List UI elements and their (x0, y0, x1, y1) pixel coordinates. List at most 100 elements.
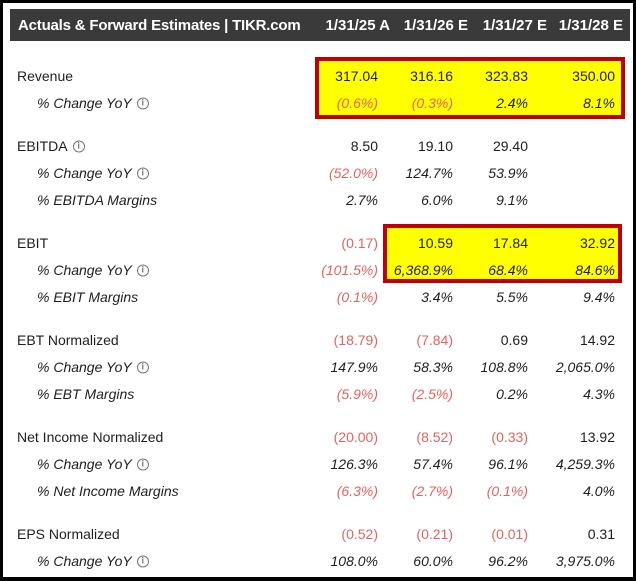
value-cell: 8.1% (583, 94, 615, 111)
info-icon[interactable]: i (136, 97, 149, 109)
row-label: EPS Normalized (3, 526, 300, 542)
table-row: % Change YoY i (0.6%) (0.3%) 2.4% 8.1% (3, 89, 633, 116)
row-label-text: % Change YoY (37, 164, 132, 181)
row-label-text: % Change YoY (37, 552, 132, 569)
value-cell: 4.0% (583, 482, 615, 499)
column-header-fy25a: 1/31/25 A (325, 16, 391, 34)
row-label-text: EPS Normalized (17, 525, 120, 542)
value-cell: 323.83 (485, 67, 528, 84)
table-row: EBT Normalized (18.79) (7.84) 0.69 14.92 (3, 326, 633, 353)
section-ebt-normalized: EBT Normalized (18.79) (7.84) 0.69 14.92… (3, 326, 633, 407)
table-row: % Change YoY i 108.0% 60.0% 96.2% 3,975.… (3, 547, 633, 574)
row-label: % EBITDA Margins (3, 192, 300, 208)
value-cell: 9.1% (496, 191, 528, 208)
row-label-text: Revenue (17, 67, 74, 84)
table-row: % Net Income Margins (6.3%) (2.7%) (0.1%… (3, 477, 633, 504)
value-cell: 96.1% (488, 455, 528, 472)
row-label-text: % Change YoY (37, 455, 132, 472)
value-cell: 8.50 (350, 137, 378, 154)
row-label-text: % Change YoY (37, 358, 132, 375)
section-net-income-normalized: Net Income Normalized (20.00) (8.52) (0.… (3, 423, 633, 504)
table-sheet: Actuals & Forward Estimates | TIKR.com 1… (3, 3, 633, 577)
value-cell: 53.9% (488, 164, 528, 181)
value-cell: 350.00 (572, 67, 615, 84)
info-icon[interactable]: i (136, 458, 149, 470)
info-icon[interactable]: i (136, 167, 149, 179)
table-body: Revenue 317.04 316.16 323.83 350.00 % Ch… (3, 41, 633, 574)
column-header-fy26e: 1/31/26 E (403, 16, 468, 34)
row-label-text: Net Income Normalized (17, 428, 164, 445)
value-cell: (0.17) (341, 234, 378, 251)
highlight-box-ebit (383, 224, 622, 283)
row-label: % EBT Margins (3, 386, 300, 402)
column-header-fy28e: 1/31/28 E (558, 16, 623, 34)
table-row: % Change YoY i (52.0%) 124.7% 53.9% (3, 159, 633, 186)
table-row: % EBIT Margins (0.1%) 3.4% 5.5% 9.4% (3, 283, 633, 310)
row-label-text: % EBITDA Margins (37, 191, 158, 208)
table-row: Revenue 317.04 316.16 323.83 350.00 (3, 62, 633, 89)
value-cell: (2.7%) (411, 482, 453, 499)
value-cell: (7.84) (416, 331, 453, 348)
value-cell: (20.00) (333, 428, 378, 445)
row-label: % Change YoY i (3, 359, 300, 375)
value-cell: 32.92 (579, 234, 615, 251)
section-eps-normalized: EPS Normalized (0.52) (0.21) (0.01) 0.31… (3, 520, 633, 574)
value-cell: 6,368.9% (393, 261, 453, 278)
value-cell: (0.33) (491, 428, 528, 445)
value-cell: 84.6% (575, 261, 615, 278)
value-cell: 316.16 (410, 67, 453, 84)
value-cell: 147.9% (330, 358, 378, 375)
value-cell: 4,259.3% (555, 455, 615, 472)
row-label: % Change YoY i (3, 262, 300, 278)
info-icon[interactable]: i (136, 264, 149, 276)
row-label: EBIT (3, 235, 300, 251)
value-cell: (0.01) (491, 525, 528, 542)
row-label: % Change YoY i (3, 456, 300, 472)
section-ebitda: EBITDA i 8.50 19.10 29.40 % Change YoY i… (3, 132, 633, 213)
value-cell: 14.92 (579, 331, 615, 348)
row-label-text: % Net Income Margins (37, 482, 179, 499)
value-cell: (0.6%) (336, 94, 378, 111)
row-label-text: EBIT (17, 234, 49, 251)
value-cell: (0.1%) (486, 482, 528, 499)
value-cell: 124.7% (405, 164, 453, 181)
value-cell: 13.92 (579, 428, 615, 445)
table-row: EBITDA i 8.50 19.10 29.40 (3, 132, 633, 159)
row-label: Revenue (3, 68, 300, 84)
row-label-text: EBT Normalized (17, 331, 119, 348)
value-cell: (2.5%) (411, 385, 453, 402)
row-label: EBT Normalized (3, 332, 300, 348)
info-icon[interactable]: i (72, 140, 85, 152)
row-label-text: EBITDA (17, 137, 68, 154)
column-header-fy27e: 1/31/27 E (482, 16, 547, 34)
section-revenue: Revenue 317.04 316.16 323.83 350.00 % Ch… (3, 62, 633, 116)
table-row: % EBT Margins (5.9%) (2.5%) 0.2% 4.3% (3, 380, 633, 407)
table-header: Actuals & Forward Estimates | TIKR.com 1… (10, 9, 630, 41)
value-cell: (8.52) (416, 428, 453, 445)
value-cell: 3.4% (421, 288, 453, 305)
table-row: Net Income Normalized (20.00) (8.52) (0.… (3, 423, 633, 450)
row-label-text: % Change YoY (37, 261, 132, 278)
value-cell: 108.0% (330, 552, 378, 569)
value-cell: (0.1%) (336, 288, 378, 305)
value-cell: 17.84 (492, 234, 528, 251)
value-cell: 10.59 (417, 234, 453, 251)
value-cell: 126.3% (330, 455, 378, 472)
value-cell: 9.4% (583, 288, 615, 305)
value-cell: 19.10 (417, 137, 453, 154)
highlight-box-revenue (315, 57, 625, 119)
row-label: % Change YoY i (3, 95, 300, 111)
value-cell: 2,065.0% (555, 358, 615, 375)
value-cell: 3,975.0% (555, 552, 615, 569)
value-cell: 57.4% (413, 455, 453, 472)
table-row: EBIT (0.17) 10.59 17.84 32.92 (3, 229, 633, 256)
value-cell: 96.2% (488, 552, 528, 569)
value-cell: 108.8% (480, 358, 528, 375)
row-label: % Change YoY i (3, 165, 300, 181)
section-ebit: EBIT (0.17) 10.59 17.84 32.92 % Change Y… (3, 229, 633, 310)
info-icon[interactable]: i (136, 555, 149, 567)
table-row: % EBITDA Margins 2.7% 6.0% 9.1% (3, 186, 633, 213)
info-icon[interactable]: i (136, 361, 149, 373)
value-cell: 5.5% (496, 288, 528, 305)
